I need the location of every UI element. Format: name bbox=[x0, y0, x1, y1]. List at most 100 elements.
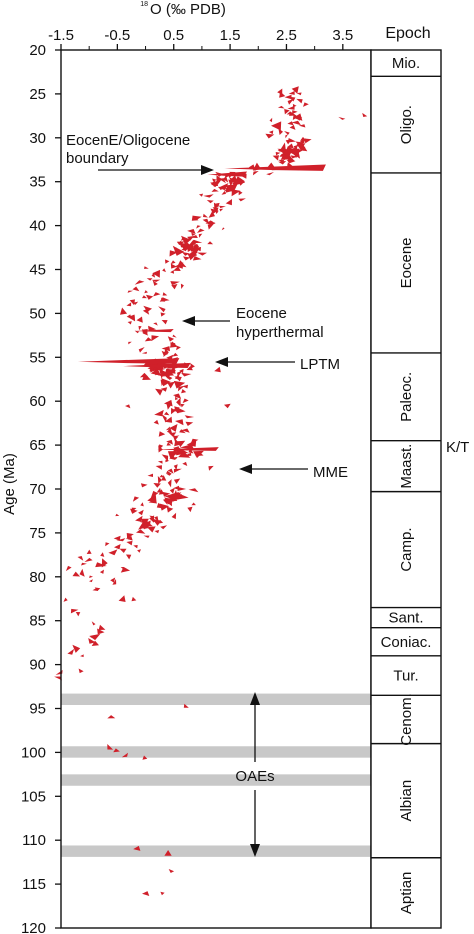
data-point-105 bbox=[181, 251, 190, 256]
arrowhead-eocene-oligocene bbox=[201, 165, 214, 175]
data-point-283 bbox=[113, 535, 121, 541]
data-point-266 bbox=[187, 506, 193, 513]
data-point-376 bbox=[228, 179, 234, 187]
y-tick-label: 70 bbox=[29, 481, 46, 498]
data-point-239 bbox=[155, 465, 162, 470]
data-point-282 bbox=[143, 535, 150, 538]
data-point-319 bbox=[97, 628, 105, 635]
annotation-mme: MME bbox=[239, 464, 348, 481]
annotation-lptm: LPTM bbox=[215, 356, 340, 373]
data-point-234 bbox=[172, 456, 178, 460]
annotation-eocene-oligocene-line1: EocenE/Oligocene bbox=[66, 132, 190, 149]
data-point-0 bbox=[291, 86, 299, 94]
data-point-301 bbox=[95, 562, 107, 568]
epoch-label: Tur. bbox=[393, 668, 418, 685]
data-point-188 bbox=[182, 384, 188, 389]
data-point-20 bbox=[269, 117, 273, 123]
data-point-339 bbox=[295, 141, 305, 146]
data-point-214 bbox=[165, 426, 170, 431]
data-point-432 bbox=[166, 506, 174, 513]
data-point-176 bbox=[186, 365, 193, 371]
data-point-111 bbox=[175, 262, 184, 269]
data-point-137 bbox=[126, 302, 132, 307]
data-point-206 bbox=[154, 409, 164, 417]
data-point-65 bbox=[238, 190, 243, 196]
data-point-418 bbox=[147, 366, 154, 371]
x-axis-title: O (‰ PDB) bbox=[150, 1, 226, 18]
data-point-155 bbox=[142, 329, 149, 336]
data-point-194 bbox=[173, 393, 181, 399]
data-point-207 bbox=[161, 413, 167, 423]
excursion-6 bbox=[156, 447, 219, 451]
data-point-294 bbox=[86, 549, 92, 554]
data-point-463 bbox=[183, 703, 189, 708]
data-point-11 bbox=[287, 105, 295, 110]
annotation-oaes-label: OAEs bbox=[235, 768, 274, 785]
y-tick-label: 45 bbox=[29, 262, 46, 279]
data-point-352 bbox=[279, 149, 288, 157]
data-point-267 bbox=[138, 509, 144, 516]
data-point-187 bbox=[167, 381, 175, 389]
y-tick-label: 50 bbox=[29, 305, 46, 322]
y-tick-label: 90 bbox=[29, 657, 46, 674]
data-point-250 bbox=[140, 483, 148, 488]
data-point-164 bbox=[138, 347, 145, 353]
x-tick-label: 1.5 bbox=[220, 27, 241, 44]
data-point-67 bbox=[199, 193, 204, 197]
data-point-424 bbox=[179, 444, 192, 449]
data-point-465 bbox=[113, 748, 120, 753]
data-point-114 bbox=[173, 266, 181, 271]
data-point-362 bbox=[211, 188, 219, 192]
data-point-370 bbox=[218, 183, 229, 191]
epoch-label: Maast. bbox=[398, 444, 415, 489]
data-point-109 bbox=[170, 260, 176, 265]
data-point-121 bbox=[134, 280, 145, 285]
data-point-124 bbox=[180, 283, 184, 289]
data-point-366 bbox=[222, 176, 229, 183]
data-point-280 bbox=[136, 529, 146, 534]
data-point-8 bbox=[287, 98, 294, 105]
data-point-447 bbox=[131, 507, 137, 513]
data-point-324 bbox=[72, 644, 81, 653]
y-tick-label: 40 bbox=[29, 218, 46, 235]
data-point-317 bbox=[91, 621, 96, 626]
x-tick-label: -0.5 bbox=[104, 27, 130, 44]
x-tick-label: -1.5 bbox=[48, 27, 74, 44]
data-point-163 bbox=[176, 345, 181, 351]
data-point-353 bbox=[300, 144, 308, 152]
excursion-3 bbox=[77, 358, 180, 364]
data-point-19 bbox=[295, 117, 303, 121]
data-point-314 bbox=[63, 597, 68, 602]
data-point-184 bbox=[174, 376, 182, 382]
data-point-389 bbox=[192, 243, 200, 248]
data-point-236 bbox=[157, 460, 163, 464]
data-point-118 bbox=[151, 272, 156, 278]
data-point-455 bbox=[135, 515, 143, 522]
data-point-53 bbox=[266, 172, 274, 176]
data-point-430 bbox=[178, 451, 191, 458]
data-point-197 bbox=[176, 397, 181, 407]
epoch-column: Mio. Oligo. Eocene Paleoc. Maast. Camp. Sant. C… bbox=[370, 49, 442, 929]
data-point-145 bbox=[129, 315, 136, 322]
data-point-232 bbox=[161, 454, 169, 462]
data-point-30 bbox=[285, 134, 289, 139]
data-point-456 bbox=[139, 520, 153, 527]
data-points bbox=[54, 86, 368, 896]
data-point-74 bbox=[219, 205, 226, 209]
data-point-219 bbox=[158, 431, 166, 437]
y-tick-label: 25 bbox=[29, 86, 46, 103]
data-point-191 bbox=[181, 389, 187, 394]
data-point-14 bbox=[292, 110, 298, 114]
y-tick-label: 100 bbox=[21, 744, 46, 761]
data-point-246 bbox=[161, 475, 167, 481]
data-point-439 bbox=[177, 487, 187, 491]
data-point-192 bbox=[155, 388, 163, 396]
data-point-88 bbox=[221, 227, 225, 231]
data-point-5 bbox=[284, 94, 292, 100]
data-point-116 bbox=[170, 270, 174, 274]
data-point-293 bbox=[108, 549, 118, 556]
y-tick-label: 65 bbox=[29, 437, 46, 454]
data-point-233 bbox=[169, 455, 176, 460]
data-point-289 bbox=[133, 545, 138, 549]
data-point-129 bbox=[162, 292, 168, 296]
